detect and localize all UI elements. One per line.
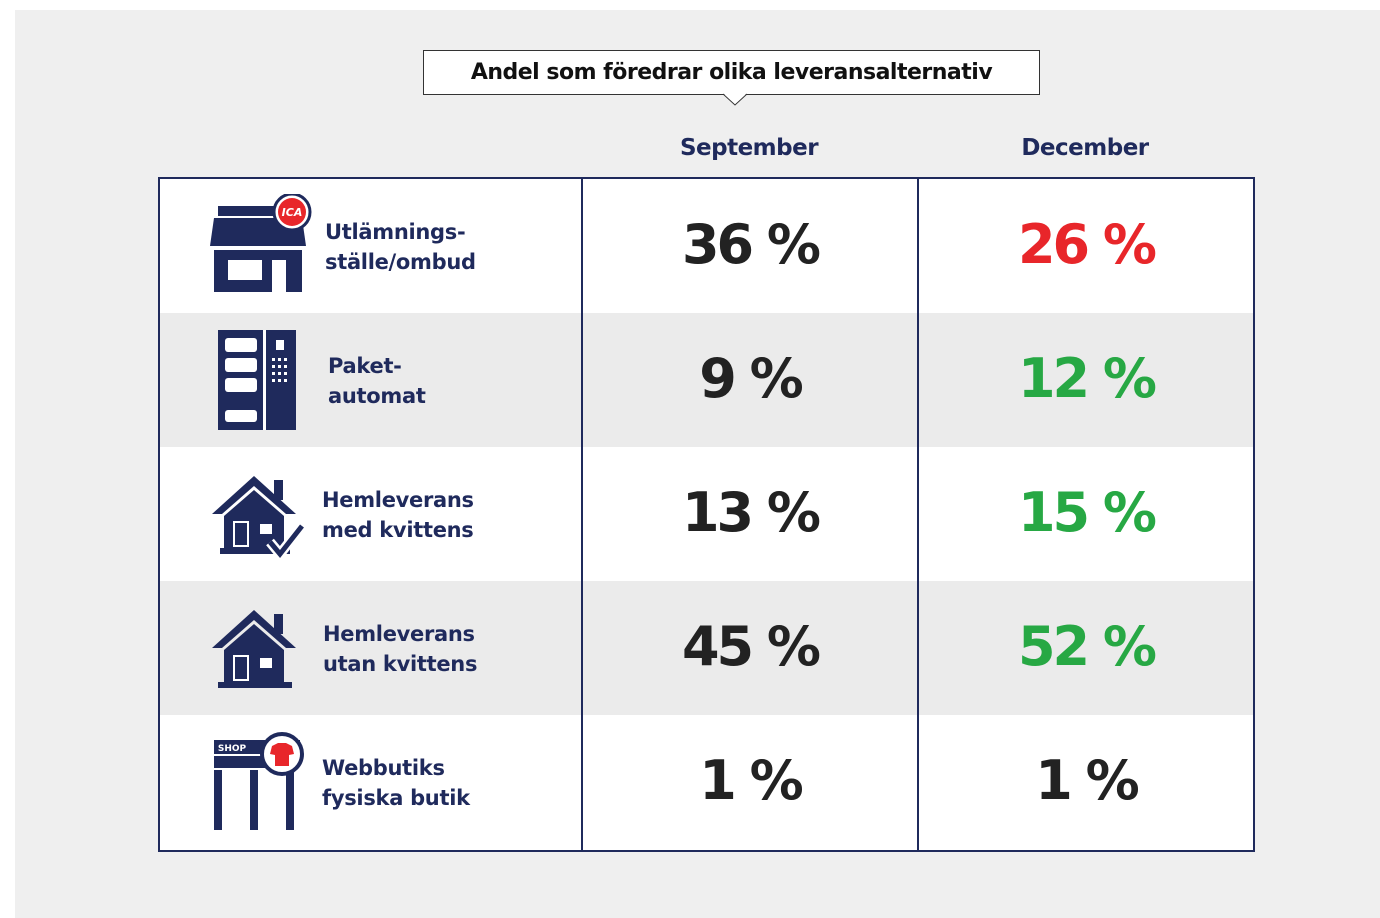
- house-check-icon: [212, 476, 306, 562]
- column-header: September: [679, 135, 819, 161]
- icon-text: ICA: [282, 206, 303, 219]
- row-label: Hemleverans med kvittens: [322, 485, 474, 545]
- cell-value: 13 %: [681, 481, 821, 544]
- label-line: med kvittens: [322, 518, 474, 542]
- row: SHOP Webbutiks fysiska butik 1 % 1 %: [160, 715, 1253, 849]
- title: Andel som föredrar olika leveransalterna…: [423, 50, 1040, 95]
- cell-value: 45 %: [681, 615, 821, 678]
- row: Hemleverans utan kvittens 45 % 52 %: [160, 581, 1253, 715]
- label-line: Utlämnings-: [325, 220, 466, 244]
- shop-icon: SHOP: [214, 732, 304, 830]
- column-divider: [581, 179, 583, 850]
- cell-value: 1 %: [1035, 749, 1139, 812]
- row-label: Hemleverans utan kvittens: [323, 619, 477, 679]
- locker-icon: [218, 330, 296, 430]
- column-header: December: [1021, 135, 1149, 161]
- cell-value: 9 %: [699, 347, 803, 410]
- cell-value: 12 %: [1017, 347, 1157, 410]
- row: Hemleverans med kvittens 13 % 15 %: [160, 447, 1253, 581]
- cell-value: 52 %: [1017, 615, 1157, 678]
- label-line: Hemleverans: [323, 622, 475, 646]
- cell-value: 1 %: [699, 749, 803, 812]
- icon-text: SHOP: [218, 744, 247, 754]
- table: ICA Utlämnings-ställe/ombud 36 % 26 % Pak…: [158, 177, 1255, 852]
- cell-value: 15 %: [1017, 481, 1157, 544]
- label-line: Paket-: [328, 354, 402, 378]
- pickup-icon: ICA: [210, 194, 312, 292]
- label-line: Hemleverans: [322, 488, 474, 512]
- column-divider: [917, 179, 919, 850]
- label-line: automat: [328, 384, 426, 408]
- label-line: ställe/ombud: [325, 250, 476, 274]
- row: Paket-automat 9 % 12 %: [160, 313, 1253, 447]
- cell-value: 36 %: [681, 213, 821, 276]
- house-icon: [212, 610, 296, 688]
- title-pointer: [723, 93, 747, 106]
- cell-value: 26 %: [1017, 213, 1157, 276]
- page: Andel som föredrar olika leveransalterna…: [15, 10, 1380, 918]
- row-label: Paket-automat: [328, 351, 426, 411]
- label-line: fysiska butik: [322, 786, 470, 810]
- row-label: Webbutiks fysiska butik: [322, 753, 470, 813]
- label-line: utan kvittens: [323, 652, 478, 676]
- row: ICA Utlämnings-ställe/ombud 36 % 26 %: [160, 179, 1253, 313]
- label-line: Webbutiks: [322, 756, 445, 780]
- row-label: Utlämnings-ställe/ombud: [325, 217, 476, 277]
